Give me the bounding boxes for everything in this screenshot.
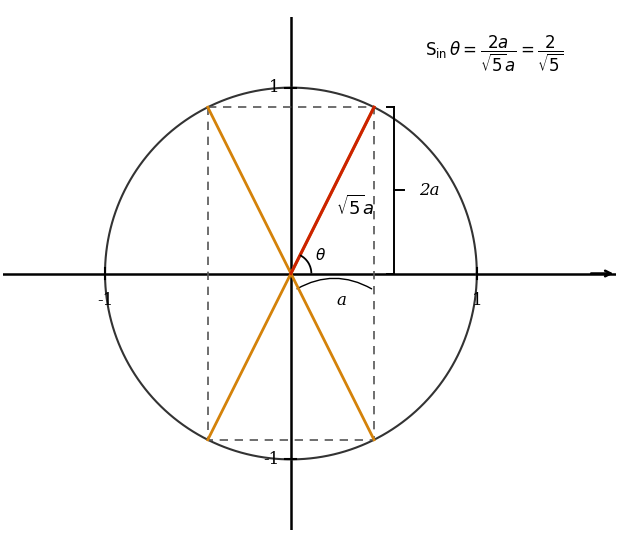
Text: -1: -1 (97, 292, 113, 309)
Text: $\mathrm{S}_{\mathrm{in}}\,\theta = \dfrac{2a}{\sqrt{5}a} = \dfrac{2}{\sqrt{5}}$: $\mathrm{S}_{\mathrm{in}}\,\theta = \dfr… (425, 34, 563, 74)
Text: a: a (337, 292, 347, 309)
Text: $\sqrt{5}a$: $\sqrt{5}a$ (336, 194, 374, 219)
Text: 2a: 2a (418, 182, 439, 199)
Text: 1: 1 (472, 292, 482, 309)
Text: $\theta$: $\theta$ (315, 247, 326, 264)
Text: -1: -1 (264, 451, 280, 468)
Text: 1: 1 (269, 79, 280, 96)
